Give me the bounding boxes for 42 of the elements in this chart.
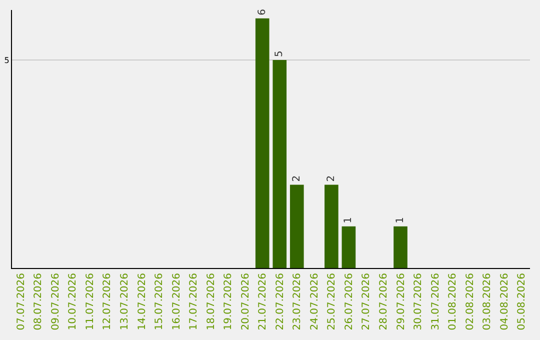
x-tick-label: 26.07.2026 xyxy=(344,273,355,330)
x-tick-label: 18.07.2026 xyxy=(206,273,217,330)
x-tick-label: 07.07.2026 xyxy=(16,273,27,330)
x-tick-label: 31.07.2026 xyxy=(430,273,442,330)
x-tick-label: 10.07.2026 xyxy=(68,273,79,330)
x-tick-label: 30.07.2026 xyxy=(413,273,424,330)
bar xyxy=(394,226,408,268)
x-tick-label: 16.07.2026 xyxy=(171,273,182,330)
data-label: 2 xyxy=(291,175,302,182)
x-tick-label: 08.07.2026 xyxy=(33,273,44,330)
data-label: 2 xyxy=(326,175,337,182)
x-tick-label: 01.08.2026 xyxy=(448,273,459,330)
data-label: 1 xyxy=(343,217,354,224)
x-tick-label: 22.07.2026 xyxy=(274,273,286,330)
bar xyxy=(255,18,270,268)
x-tick-label: 20.07.2026 xyxy=(240,273,252,330)
data-label: 6 xyxy=(256,8,268,16)
bar xyxy=(324,184,338,268)
bar xyxy=(272,60,287,268)
x-tick-label: 05.08.2026 xyxy=(516,273,528,330)
x-tick-label: 28.07.2026 xyxy=(378,273,390,330)
x-tick-label: 04.08.2026 xyxy=(499,273,510,330)
bar xyxy=(290,184,304,268)
x-tick-label: 15.07.2026 xyxy=(154,273,166,330)
x-tick-label: 12.07.2026 xyxy=(102,273,114,330)
x-tick-label: 19.07.2026 xyxy=(223,273,234,330)
x-tick-label: 03.08.2026 xyxy=(482,273,494,330)
x-tick-label: 11.07.2026 xyxy=(84,273,96,330)
data-label: 5 xyxy=(274,50,286,57)
x-tick-label: 23.07.2026 xyxy=(292,273,304,330)
x-tick-label: 25.07.2026 xyxy=(326,273,338,330)
bar xyxy=(342,226,356,268)
x-tick-label: 24.07.2026 xyxy=(309,273,320,330)
x-tick-label: 17.07.2026 xyxy=(188,273,200,330)
x-tick-label: 21.07.2026 xyxy=(258,273,269,330)
data-label: 1 xyxy=(395,217,406,224)
x-tick-label: 09.07.2026 xyxy=(50,273,62,330)
x-tick-label: 27.07.2026 xyxy=(361,273,372,330)
x-tick-label: 14.07.2026 xyxy=(136,273,148,330)
x-tick-label: 29.07.2026 xyxy=(396,273,407,330)
x-tick-label: 02.08.2026 xyxy=(464,273,476,330)
x-tick-label: 13.07.2026 xyxy=(119,273,130,330)
